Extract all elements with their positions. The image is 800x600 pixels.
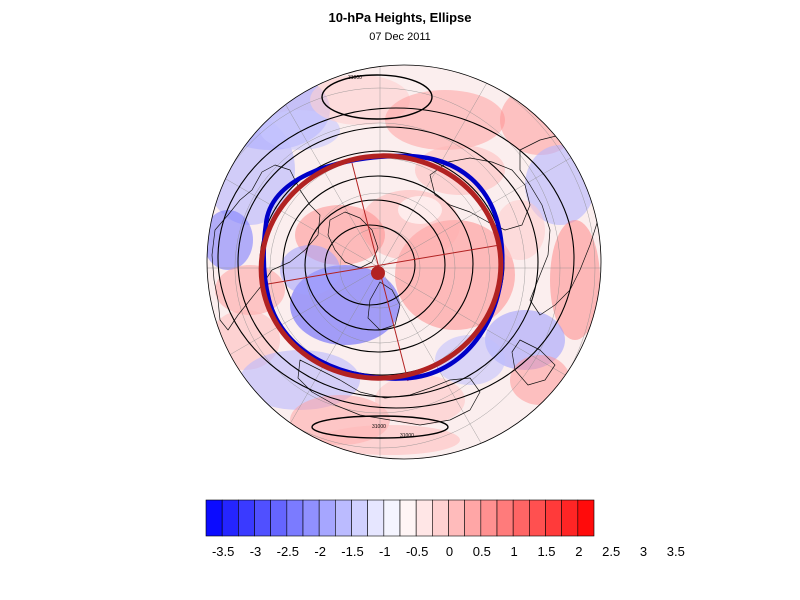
anomaly-blob: [435, 335, 505, 385]
height-contour: [282, 175, 474, 353]
colorbar-tick-label: 3: [640, 544, 647, 559]
height-contour: [324, 224, 416, 306]
coastlines: [211, 134, 599, 426]
ellipse-minor-axis: [261, 244, 501, 286]
colorbar-box: [561, 499, 579, 537]
height-contour-closed-top: [321, 74, 433, 120]
colorbar-box: [512, 499, 530, 537]
globe-outline: [206, 64, 602, 460]
colorbar-box: [335, 499, 352, 537]
height-contour: [217, 107, 575, 409]
anomaly-blob: [310, 75, 410, 125]
colorbar-tick-label: -2.5: [277, 544, 299, 559]
coastline: [211, 164, 321, 331]
coastline: [429, 157, 531, 231]
vortex-centroid-marker: [371, 266, 385, 280]
longitude-line: [207, 137, 381, 269]
colorbar-box: [238, 499, 255, 537]
colorbar-box: [302, 499, 320, 537]
colorbar-tick-label: 0.5: [473, 544, 491, 559]
colorbar-tick-label: -3: [250, 544, 262, 559]
coastline: [511, 339, 556, 386]
colorbar-box: [480, 499, 498, 537]
colorbar-box: [448, 499, 465, 537]
height-contour-closed-bottom: [311, 415, 449, 439]
colorbar-box: [351, 499, 368, 537]
longitude-line: [207, 267, 381, 399]
colorbar-box: [254, 499, 271, 537]
anomaly-blob: [280, 245, 340, 295]
colorbar-box: [464, 499, 482, 537]
colorbar-box: [399, 499, 417, 537]
anomaly-blob: [260, 110, 340, 150]
colorbar-tick-label: -0.5: [406, 544, 428, 559]
contour-label-bottom-1: 31000: [372, 424, 386, 430]
contour-label-bottom-2: 31000: [400, 433, 414, 439]
contour-label-top: 31000: [348, 75, 362, 81]
anomaly-blob: [398, 196, 442, 224]
colorbar-box: [367, 499, 385, 537]
colorbar-box: [270, 499, 288, 537]
colorbar-box: [529, 499, 546, 537]
fitted-ellipse: [258, 153, 504, 381]
colorbar-tick-label: 1: [511, 544, 518, 559]
colorbar-tick-label: -1.5: [341, 544, 363, 559]
map-title: 10-hPa Heights, Ellipse: [328, 10, 472, 25]
colorbar-box: [205, 499, 223, 537]
map-date: 07 Dec 2011: [369, 31, 431, 43]
colorbar-tick-label: -2: [314, 544, 326, 559]
coastline: [327, 211, 379, 269]
colorbar-tick-label: 2.5: [602, 544, 620, 559]
colorbar-box: [432, 499, 449, 537]
colorbar-tick-label: 3.5: [667, 544, 685, 559]
colorbar-tick-label: -1: [379, 544, 391, 559]
colorbar-box: [383, 499, 401, 537]
colorbar-box: [221, 499, 239, 537]
colorbar-boxes: [205, 499, 595, 537]
colorbar-box: [545, 499, 562, 537]
anomaly-blob: [385, 90, 505, 150]
colorbar-tick-label: 0: [446, 544, 453, 559]
colorbar-box: [286, 499, 304, 537]
colorbar-tick-label: 2: [575, 544, 582, 559]
colorbar-tick-label: 1.5: [537, 544, 555, 559]
colorbar-box: [577, 499, 595, 537]
colorbar-tick-label: -3.5: [212, 544, 234, 559]
colorbar-box: [318, 499, 336, 537]
anomaly-blob: [207, 210, 253, 270]
colorbar-box: [415, 499, 433, 537]
height-contour: [237, 126, 539, 398]
height-contour: [304, 199, 446, 331]
coastline: [367, 281, 401, 331]
anomaly-blob: [320, 425, 460, 455]
colorbar-box: [496, 499, 514, 537]
colorbar-labels: -3.5 -3 -2.5 -2 -1.5 -1 -0.5 0 0.5 1 1.5 2 2.5 3 3.5: [212, 544, 685, 559]
coastline: [297, 359, 481, 426]
